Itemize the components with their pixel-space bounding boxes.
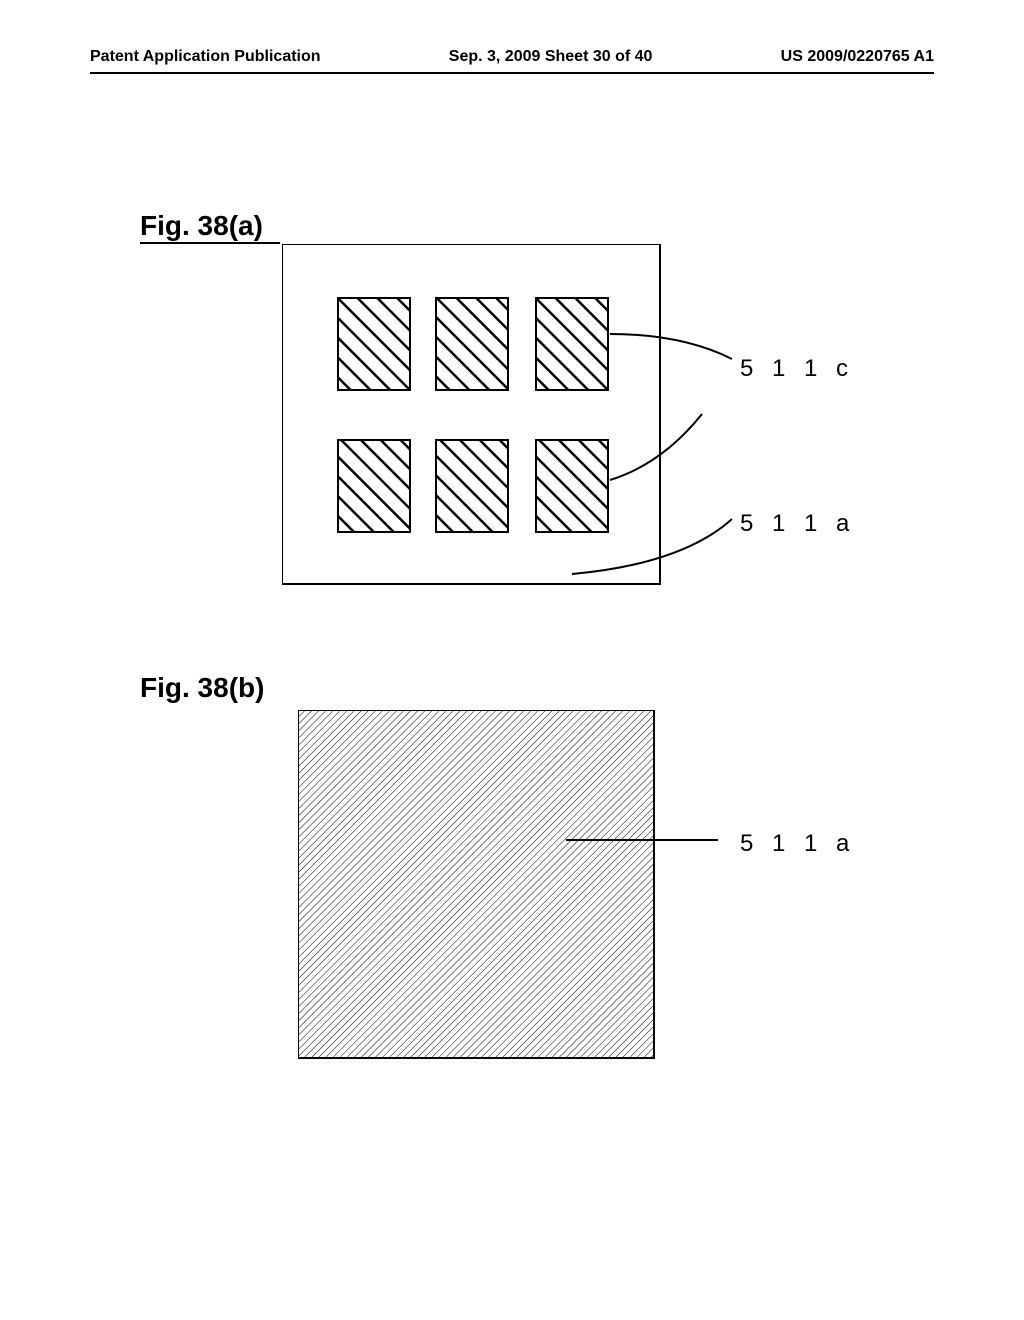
hatched-rect: [436, 298, 508, 390]
ref-label-511a-top: 5 1 1 a: [740, 510, 855, 538]
leader-511a-inner: [610, 414, 702, 480]
figure-38b-svg: [298, 710, 758, 1070]
figure-38a-svg: [282, 244, 782, 604]
ref-label-511a-bottom: 5 1 1 a: [740, 830, 855, 858]
figure-38a-drawing: [282, 244, 782, 609]
figure-label-38a: Fig. 38(a): [140, 210, 263, 242]
header-center: Sep. 3, 2009 Sheet 30 of 40: [449, 48, 653, 66]
ref-label-511c: 5 1 1 c: [740, 355, 854, 383]
leader-511c: [610, 334, 732, 359]
figure-38b-drawing: [298, 710, 758, 1075]
hatched-rect: [338, 298, 410, 390]
hatched-rects-group: [338, 298, 608, 532]
hatched-rect: [536, 298, 608, 390]
filled-box: [298, 710, 654, 1058]
header-left: Patent Application Publication: [90, 48, 321, 66]
hatched-rect: [536, 440, 608, 532]
header-right: US 2009/0220765 A1: [781, 48, 934, 66]
figure-label-38b: Fig. 38(b): [140, 672, 264, 704]
page-header: Patent Application Publication Sep. 3, 2…: [0, 48, 1024, 66]
header-rule: [90, 72, 934, 74]
hatched-rect: [436, 440, 508, 532]
hatched-rect: [338, 440, 410, 532]
figure-label-underline: [140, 242, 280, 244]
